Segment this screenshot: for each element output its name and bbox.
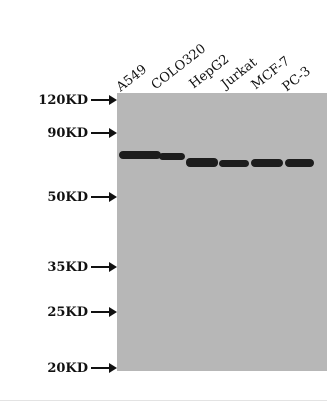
marker-label: 120KD bbox=[38, 92, 88, 108]
arrow-right-icon bbox=[91, 362, 117, 374]
band-a549 bbox=[119, 151, 161, 159]
arrow-right-icon bbox=[91, 127, 117, 139]
marker-label: 50KD bbox=[47, 189, 88, 205]
marker-35kd: 35KD bbox=[0, 259, 117, 275]
marker-25kd: 25KD bbox=[0, 304, 117, 320]
band-hepg2 bbox=[186, 158, 218, 167]
marker-20kd: 20KD bbox=[0, 360, 117, 376]
marker-label: 35KD bbox=[47, 259, 88, 275]
marker-label: 90KD bbox=[47, 125, 88, 141]
arrow-right-icon bbox=[91, 191, 117, 203]
band-mcf7 bbox=[251, 159, 283, 167]
marker-120kd: 120KD bbox=[0, 92, 117, 108]
lane-label-a549: A549 bbox=[113, 62, 150, 95]
marker-label: 25KD bbox=[47, 304, 88, 320]
marker-50kd: 50KD bbox=[0, 189, 117, 205]
arrow-right-icon bbox=[91, 261, 117, 273]
arrow-right-icon bbox=[91, 94, 117, 106]
marker-90kd: 90KD bbox=[0, 125, 117, 141]
band-jurkat bbox=[219, 160, 249, 167]
marker-label: 20KD bbox=[47, 360, 88, 376]
blot-membrane bbox=[117, 93, 327, 371]
band-colo320 bbox=[159, 153, 185, 160]
arrow-right-icon bbox=[91, 306, 117, 318]
band-pc3 bbox=[285, 159, 314, 167]
bottom-divider bbox=[0, 400, 327, 401]
